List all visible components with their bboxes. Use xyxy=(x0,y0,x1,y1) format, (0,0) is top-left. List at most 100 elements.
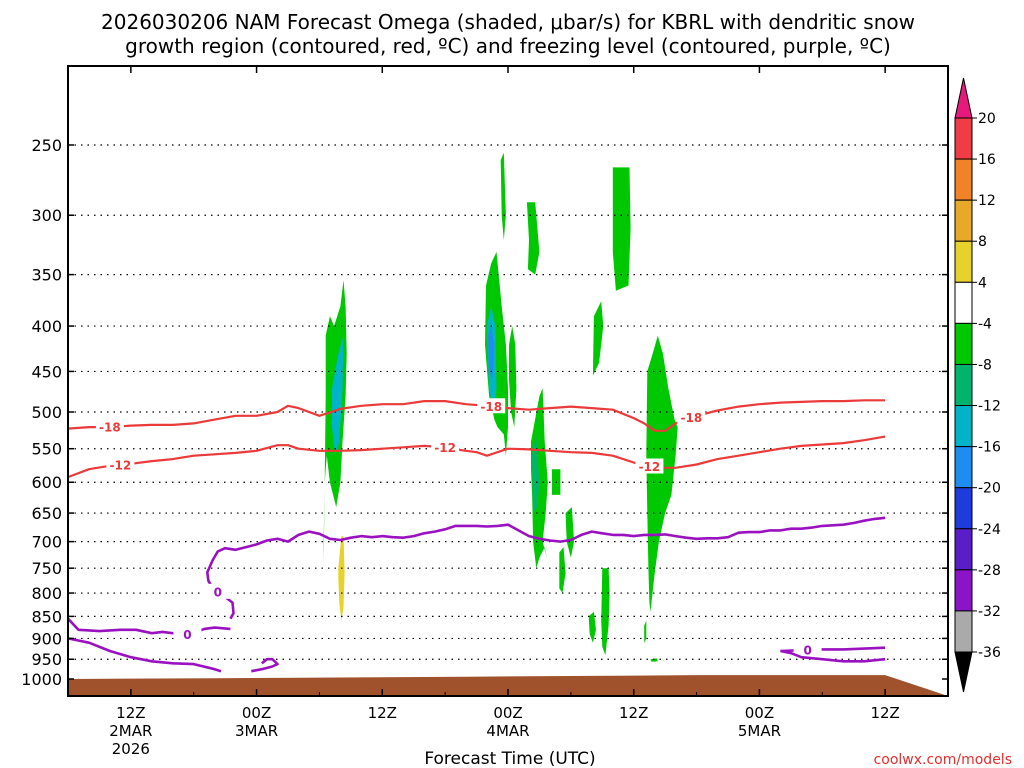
dgz-minus18-contour-label: -18 xyxy=(480,400,502,414)
colorbar-swatch xyxy=(954,487,973,530)
dgz-minus18-contour-label-bg xyxy=(95,419,124,435)
omega-region xyxy=(588,611,596,643)
ytick-label-700: 700 xyxy=(31,533,62,552)
ytick-label-500: 500 xyxy=(31,403,62,422)
ytick-label-1000: 1000 xyxy=(21,670,62,689)
ytick-label-350: 350 xyxy=(31,266,62,285)
xtick-label: 12Z xyxy=(116,704,145,722)
ytick-label-250: 250 xyxy=(31,136,62,155)
pressure-axis: 250 300 350 400 450 500 550 600 650 700 750 800 850 9… xyxy=(21,136,948,689)
colorbar-label: -16 xyxy=(978,440,1001,456)
ytick-label-550: 550 xyxy=(31,440,62,459)
terrain-surface xyxy=(68,675,948,696)
freezing-level-contour xyxy=(780,649,886,663)
omega-region xyxy=(531,388,548,569)
surface-fill xyxy=(68,675,948,696)
colorbar-label: -8 xyxy=(978,357,992,373)
x-axis-label: Forecast Time (UTC) xyxy=(424,749,595,768)
omega-region xyxy=(332,335,344,456)
ytick-label-950: 950 xyxy=(31,650,62,669)
xtick-label: 12Z xyxy=(619,704,648,722)
colorbar-swatch xyxy=(954,363,973,407)
ytick-label-850: 850 xyxy=(31,607,62,626)
omega-region xyxy=(488,326,495,380)
colorbar-swatch xyxy=(954,158,973,201)
dgz-minus18-contour-label: -18 xyxy=(99,421,121,435)
colorbar-label: -28 xyxy=(978,563,1001,579)
xtick-label: 12Z xyxy=(870,704,899,722)
colorbar-label: 4 xyxy=(978,275,987,291)
colorbar-swatch xyxy=(954,117,973,160)
colorbar-swatch xyxy=(954,240,973,283)
xtick-label: 3MAR xyxy=(235,722,278,740)
temperature-contours: 0 0 0 -12 -12 -12 -18 -18 -18 xyxy=(67,398,886,673)
freezing-level-contour xyxy=(251,657,279,673)
freezing-level-contour xyxy=(206,516,886,620)
dgz-minus12-contour-label: -12 xyxy=(434,441,456,455)
ytick-label-300: 300 xyxy=(31,206,62,225)
freezing-level-contour-label: 0 xyxy=(214,585,222,599)
omega-region xyxy=(526,202,540,275)
omega-region xyxy=(559,547,566,593)
dgz-minus12-contour-label-bg xyxy=(106,456,135,472)
omega-region xyxy=(612,167,631,291)
colorbar-label: -4 xyxy=(978,316,992,332)
dgz-minus18-contour-label-bg xyxy=(677,409,706,425)
xtick-label: 5MAR xyxy=(738,722,781,740)
colorbar-label: -36 xyxy=(978,645,1001,661)
colorbar-bottom-extend xyxy=(954,651,973,693)
dgz-minus12-contour xyxy=(67,435,886,479)
dgz-minus12-contour-label: -12 xyxy=(639,460,661,474)
colorbar-swatch xyxy=(954,281,973,324)
freezing-level-contour-label-bg xyxy=(793,641,822,657)
colorbar-swatch xyxy=(954,528,973,571)
colorbar-label: -20 xyxy=(978,481,1001,497)
colorbar-top-extend xyxy=(954,77,973,119)
ytick-label-400: 400 xyxy=(31,317,62,336)
colorbar-label: -32 xyxy=(978,604,1001,620)
chart-title-line-2: growth region (contoured, red, ºC) and f… xyxy=(125,34,891,58)
plot-area xyxy=(68,66,948,696)
omega-region xyxy=(565,507,574,558)
xtick-label: 2MAR xyxy=(109,722,152,740)
omega-region xyxy=(500,152,506,241)
dgz-minus12-contour-label: -12 xyxy=(110,458,132,472)
omega-region xyxy=(509,326,517,428)
chart-title-line-1: 2026030206 NAM Forecast Omega (shaded, μ… xyxy=(101,10,915,34)
freezing-level-contour-label: 0 xyxy=(183,628,191,642)
xtick-label: 00Z xyxy=(745,704,774,722)
omega-region xyxy=(592,301,604,376)
dgz-minus18-contour-label: -18 xyxy=(680,411,702,425)
omega-region xyxy=(644,620,647,643)
freezing-level-contour xyxy=(67,637,222,673)
freezing-level-contour-label-bg xyxy=(203,583,232,599)
ytick-label-600: 600 xyxy=(31,473,62,492)
xtick-label: 00Z xyxy=(493,704,522,722)
xtick-label: 12Z xyxy=(368,704,397,722)
omega-region xyxy=(646,335,678,612)
colorbar-swatch xyxy=(954,199,973,242)
colorbar-swatch xyxy=(954,610,973,653)
omega-region xyxy=(601,568,610,656)
omega-region xyxy=(338,536,345,621)
ytick-label-900: 900 xyxy=(31,629,62,648)
freezing-level-contour-label: 0 xyxy=(803,643,811,657)
omega-region xyxy=(650,658,658,662)
colorbar-label: 20 xyxy=(978,111,996,127)
dgz-minus18-contour-label-bg xyxy=(477,398,506,414)
omega-colorbar: 20 16 12 8 4 -4 -8 -12 -16 -20 -24 -28 -32 -36 xyxy=(954,77,1001,693)
colorbar-label: 16 xyxy=(978,152,996,168)
ytick-label-800: 800 xyxy=(31,584,62,603)
colorbar-label: 12 xyxy=(978,193,996,209)
colorbar-swatch xyxy=(954,569,973,612)
colorbar-label: 8 xyxy=(978,234,987,250)
colorbar-label: -24 xyxy=(978,522,1001,538)
dgz-minus12-contour-label-bg xyxy=(431,439,460,455)
colorbar-swatch xyxy=(954,405,973,448)
colorbar-swatch xyxy=(954,446,973,489)
source-credit: coolwx.com/models xyxy=(874,752,1012,768)
xtick-label: 00Z xyxy=(242,704,271,722)
ytick-label-450: 450 xyxy=(31,362,62,381)
